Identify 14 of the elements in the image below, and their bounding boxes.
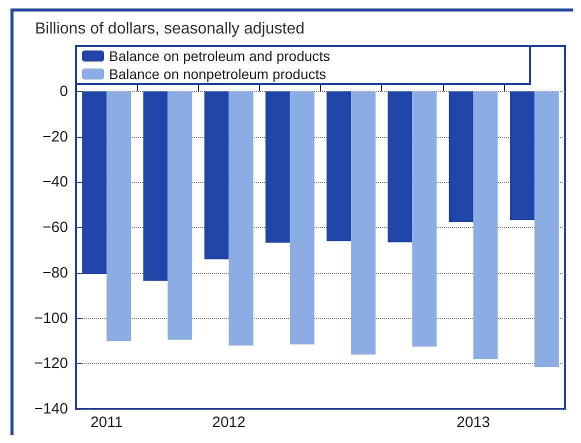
y-tick-label: −20	[42, 128, 68, 146]
legend-label: Balance on petroleum and products	[109, 48, 330, 64]
x-tick-label: 2013	[456, 414, 490, 431]
y-tick-label: −140	[34, 400, 68, 418]
y-axis-title: Billions of dollars, seasonally adjusted	[35, 20, 304, 38]
y-tick-label: −60	[42, 219, 68, 236]
y-tick-label: −40	[42, 174, 68, 191]
x-tick-label: 2011	[90, 414, 123, 431]
x-tick-label: 2012	[212, 414, 246, 431]
y-tick-label: −120	[34, 355, 68, 372]
y-tick-label: −80	[42, 264, 68, 282]
y-tick-label: 0	[60, 82, 68, 100]
legend-label: Balance on nonpetroleum products	[109, 66, 326, 82]
y-tick-label: −100	[34, 310, 68, 327]
